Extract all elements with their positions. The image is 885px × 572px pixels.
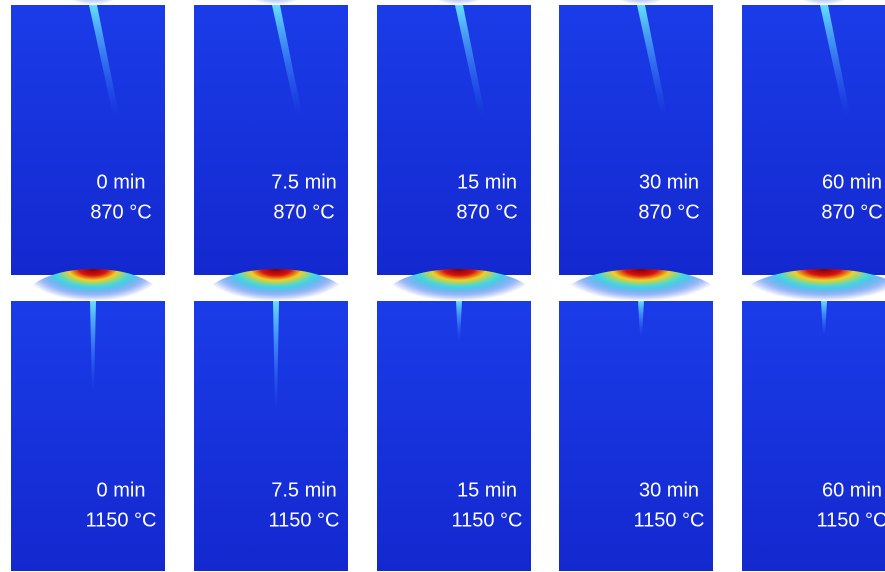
hot-spot (202, 269, 350, 333)
temperature-label: 870 °C (273, 201, 334, 223)
temperature-label: 870 °C (90, 201, 151, 223)
temperature-label: 1150 °C (268, 509, 339, 531)
hot-spot (23, 269, 163, 333)
temperature-label: 870 °C (821, 201, 882, 223)
time-label: 0 min (97, 171, 146, 193)
time-label: 15 min (457, 171, 517, 193)
temperature-label: 1150 °C (816, 509, 885, 531)
temperature-label: 1150 °C (451, 509, 522, 531)
time-label: 30 min (639, 479, 699, 501)
temperature-label: 1150 °C (633, 509, 704, 531)
time-label: 15 min (457, 479, 517, 501)
time-label: 7.5 min (271, 479, 337, 501)
temperature-label: 870 °C (638, 201, 699, 223)
time-label: 7.5 min (271, 171, 337, 193)
time-label: 0 min (97, 479, 146, 501)
temperature-label: 870 °C (456, 201, 517, 223)
time-label: 30 min (639, 171, 699, 193)
figure: 0 min 870 °C 7.5 min 870 °C 15 min 870 °C 30 m… (0, 0, 885, 572)
panel-image (11, 5, 165, 275)
panel-image (194, 5, 348, 275)
panel-image (559, 5, 713, 275)
temperature-label: 1150 °C (85, 509, 156, 531)
time-label: 60 min (822, 479, 882, 501)
panel-image (742, 5, 885, 275)
hot-spot (559, 269, 723, 333)
panel-image (377, 5, 531, 275)
hot-spot (381, 269, 537, 333)
time-label: 60 min (822, 171, 882, 193)
